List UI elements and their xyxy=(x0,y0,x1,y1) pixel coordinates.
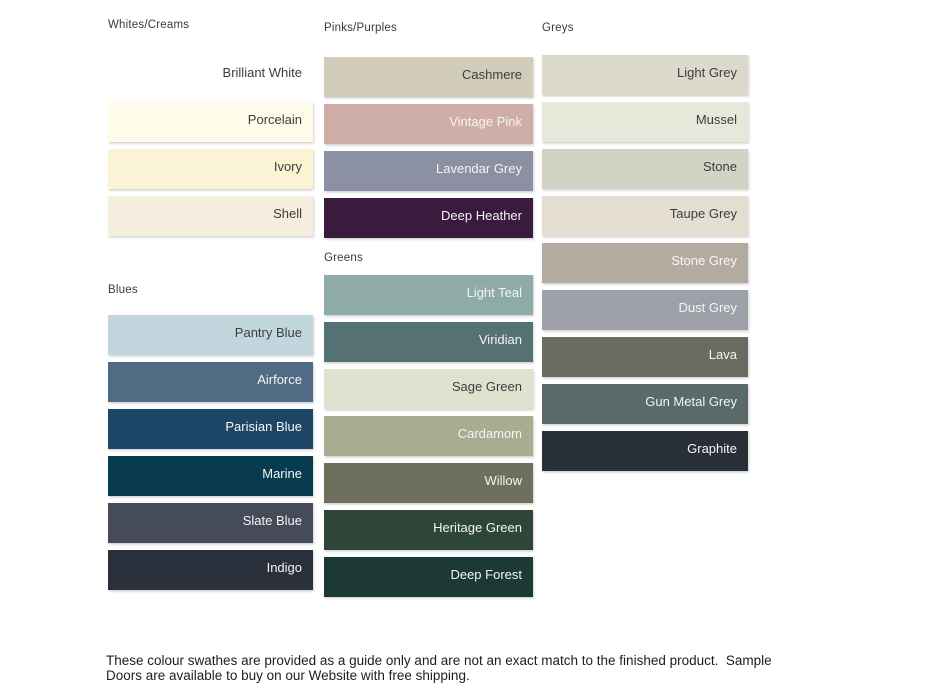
swatch-indigo: Indigo xyxy=(108,550,313,590)
swatch-label: Stone Grey xyxy=(671,252,737,268)
disclaimer-text: These colour swathes are provided as a g… xyxy=(106,653,806,684)
section-header: Blues xyxy=(108,284,138,296)
swatch-label: Stone xyxy=(703,158,737,174)
swatch-deep-forest: Deep Forest xyxy=(324,557,533,597)
swatch-label: Sage Green xyxy=(451,378,522,394)
swatch-label: Viridian xyxy=(478,331,522,347)
section-header: Whites/Creams xyxy=(108,19,190,31)
swatch-sage-green: Sage Green xyxy=(324,369,533,409)
swatch-label: Deep Forest xyxy=(450,566,522,582)
swatch-label: Slate Blue xyxy=(242,512,302,528)
swatch-lava: Lava xyxy=(542,337,748,377)
swatch-list: Pantry Blue Airforce Parisian Blue Marin… xyxy=(108,315,313,590)
swatch-label: Parisian Blue xyxy=(225,418,302,434)
swatch-list: Light Grey Mussel Stone Taupe Grey Stone… xyxy=(542,55,748,471)
disclaimer-line-1: These colour swathes are provided as a g… xyxy=(106,652,772,668)
swatch-label: Cashmere xyxy=(462,66,522,82)
swatch-heritage-green: Heritage Green xyxy=(324,510,533,550)
colour-section: Greys Light Grey Mussel Stone Taupe Grey… xyxy=(542,21,748,471)
swatch-label: Ivory xyxy=(273,158,302,174)
swatch-taupe-grey: Taupe Grey xyxy=(542,196,748,236)
swatch-label: Gun Metal Grey xyxy=(645,393,737,409)
swatch-viridian: Viridian xyxy=(324,322,533,362)
swatch-list: Light Teal Viridian Sage Green Cardamom … xyxy=(324,275,533,597)
swatch-graphite: Graphite xyxy=(542,431,748,471)
disclaimer-line-2: Doors are available to buy on our Websit… xyxy=(106,668,470,683)
swatch-label: Deep Heather xyxy=(441,207,522,223)
swatch-stone-grey: Stone Grey xyxy=(542,243,748,283)
colour-section: Blues Pantry Blue Airforce Parisian Blue… xyxy=(108,283,313,590)
swatch-list: Brilliant White Porcelain Ivory Shell xyxy=(108,55,313,236)
swatch-shell: Shell xyxy=(108,196,313,236)
swatch-label: Brilliant White xyxy=(222,64,302,80)
swatch-cashmere: Cashmere xyxy=(324,57,533,97)
swatch-label: Graphite xyxy=(687,440,737,456)
swatch-pantry-blue: Pantry Blue xyxy=(108,315,313,355)
swatch-airforce: Airforce xyxy=(108,362,313,402)
swatch-stone: Stone xyxy=(542,149,748,189)
swatch-label: Vintage Pink xyxy=(449,113,522,129)
swatch-label: Dust Grey xyxy=(678,299,737,315)
swatch-light-grey: Light Grey xyxy=(542,55,748,95)
colour-section: Greens Light Teal Viridian Sage Green Ca… xyxy=(324,251,533,597)
swatch-lavendar-grey: Lavendar Grey xyxy=(324,151,533,191)
swatch-label: Porcelain xyxy=(247,111,302,127)
swatch-willow: Willow xyxy=(324,463,533,503)
swatch-label: Shell xyxy=(273,205,302,221)
swatch-porcelain: Porcelain xyxy=(108,102,313,142)
swatch-brilliant-white: Brilliant White xyxy=(108,55,313,95)
swatch-deep-heather: Deep Heather xyxy=(324,198,533,238)
swatch-label: Marine xyxy=(262,465,302,481)
colour-section: Pinks/Purples Cashmere Vintage Pink Lave… xyxy=(324,21,533,238)
swatch-label: Light Teal xyxy=(466,284,522,300)
section-header: Pinks/Purples xyxy=(324,22,397,34)
swatch-mussel: Mussel xyxy=(542,102,748,142)
swatch-list: Cashmere Vintage Pink Lavendar Grey Deep… xyxy=(324,57,533,238)
swatch-slate-blue: Slate Blue xyxy=(108,503,313,543)
colour-section: Whites/Creams Brilliant White Porcelain … xyxy=(108,18,313,236)
swatch-parisian-blue: Parisian Blue xyxy=(108,409,313,449)
swatch-dust-grey: Dust Grey xyxy=(542,290,748,330)
swatch-label: Cardamom xyxy=(457,425,522,441)
swatch-marine: Marine xyxy=(108,456,313,496)
swatch-label: Airforce xyxy=(257,371,302,387)
swatch-label: Mussel xyxy=(695,111,737,127)
swatch-column: Whites/Creams Brilliant White Porcelain … xyxy=(108,18,313,597)
swatch-label: Heritage Green xyxy=(433,519,522,535)
section-header: Greens xyxy=(324,252,363,264)
swatch-column: Greys Light Grey Mussel Stone Taupe Grey… xyxy=(542,21,748,478)
swatch-ivory: Ivory xyxy=(108,149,313,189)
swatch-vintage-pink: Vintage Pink xyxy=(324,104,533,144)
swatch-gun-metal-grey: Gun Metal Grey xyxy=(542,384,748,424)
swatch-label: Lava xyxy=(708,346,737,362)
swatch-label: Willow xyxy=(484,472,522,488)
swatch-label: Taupe Grey xyxy=(669,205,737,221)
swatch-label: Pantry Blue xyxy=(234,324,302,340)
swatch-light-teal: Light Teal xyxy=(324,275,533,315)
swatch-label: Indigo xyxy=(266,559,302,575)
section-header: Greys xyxy=(542,22,574,34)
swatch-cardamom: Cardamom xyxy=(324,416,533,456)
swatch-label: Lavendar Grey xyxy=(436,160,522,176)
swatch-column: Pinks/Purples Cashmere Vintage Pink Lave… xyxy=(324,21,533,604)
swatch-label: Light Grey xyxy=(677,64,737,80)
